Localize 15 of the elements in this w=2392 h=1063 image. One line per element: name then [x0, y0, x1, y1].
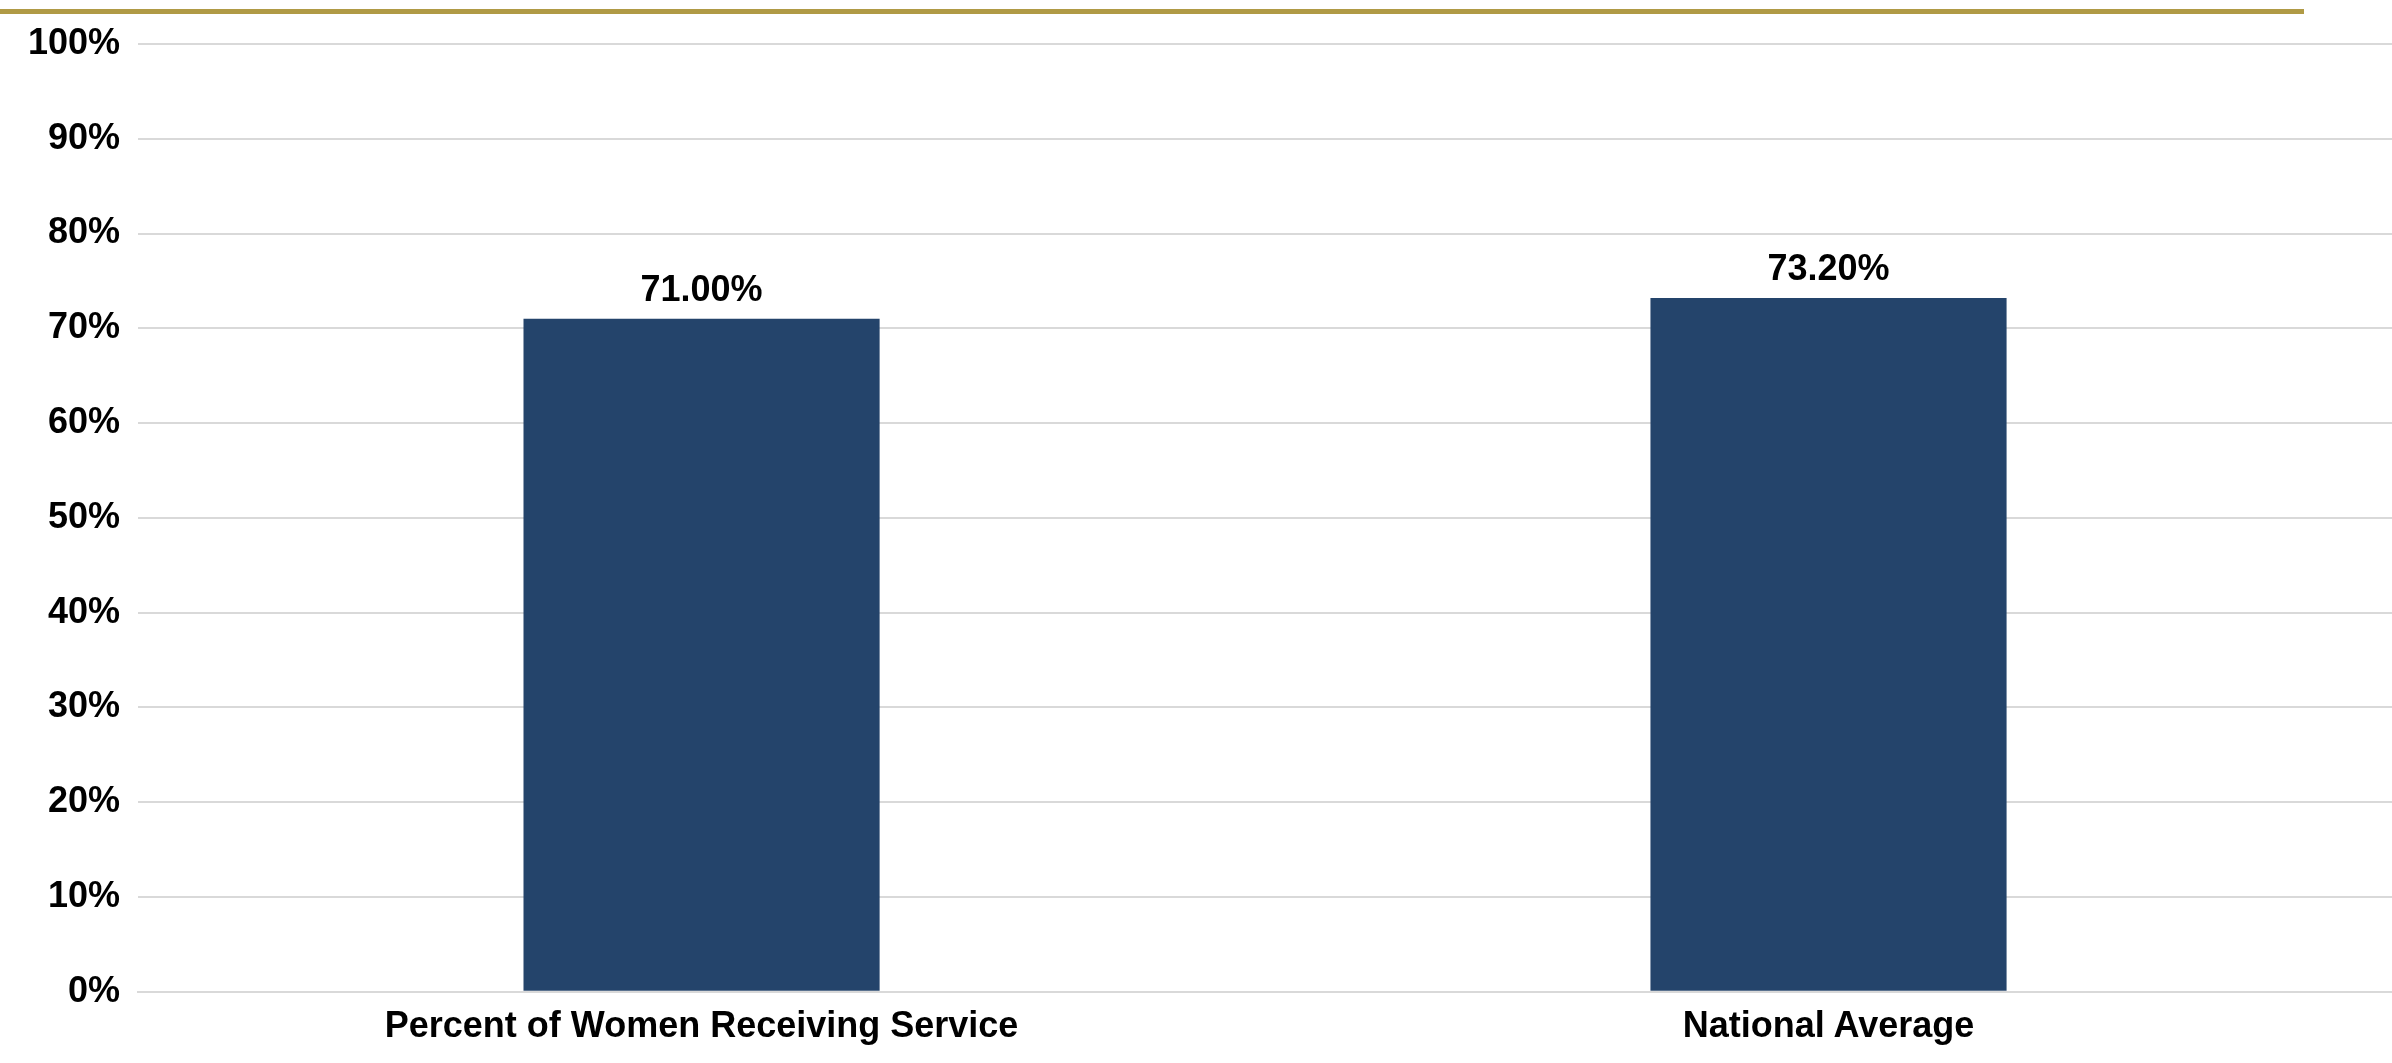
- y-tick-label: 0%: [68, 968, 121, 1010]
- y-tick-label: 50%: [48, 494, 121, 536]
- y-tick-label: 20%: [48, 779, 121, 821]
- y-tick-label: 90%: [48, 115, 121, 157]
- x-tick-label: Percent of Women Receiving Service: [384, 1004, 1019, 1046]
- y-tick-label: 30%: [48, 684, 121, 726]
- x-tick-label: National Average: [1682, 1004, 1975, 1046]
- y-tick-label: 10%: [48, 873, 121, 915]
- data-label: 73.20%: [1767, 246, 1890, 288]
- y-tick-label: 70%: [48, 305, 121, 347]
- y-tick-label: 60%: [48, 400, 121, 442]
- y-tick-label: 40%: [48, 589, 121, 631]
- y-tick-label: 80%: [48, 210, 121, 252]
- y-tick-label: 100%: [28, 20, 121, 62]
- data-label: 71.00%: [640, 267, 763, 309]
